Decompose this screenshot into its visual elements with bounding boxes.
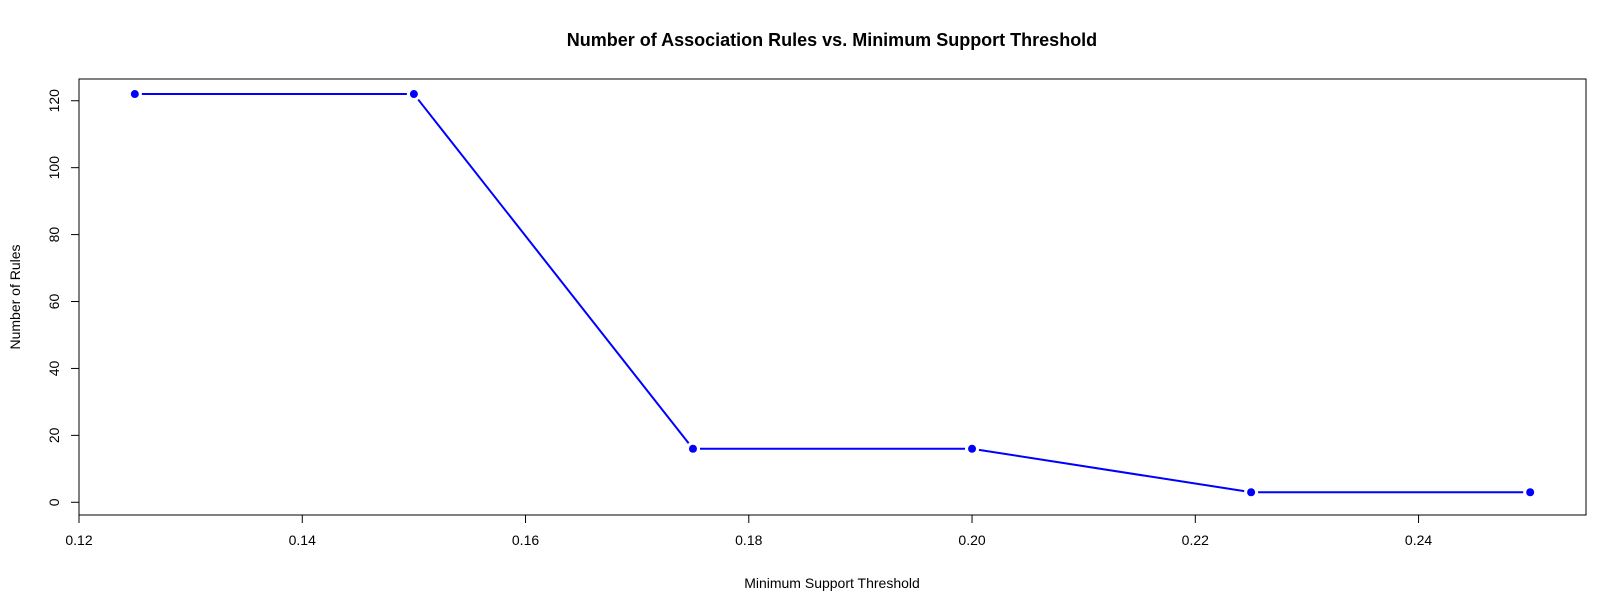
data-point bbox=[968, 444, 977, 453]
y-tick-label: 100 bbox=[46, 156, 62, 180]
x-tick-label: 0.12 bbox=[65, 532, 92, 548]
data-point bbox=[409, 90, 418, 99]
data-point bbox=[1526, 488, 1535, 497]
data-point bbox=[1247, 488, 1256, 497]
y-tick-label: 0 bbox=[46, 498, 62, 506]
series-line-segment bbox=[417, 98, 690, 444]
x-axis-title: Minimum Support Threshold bbox=[744, 575, 920, 591]
series-0 bbox=[130, 90, 1535, 497]
x-tick-label: 0.16 bbox=[512, 532, 539, 548]
data-point bbox=[130, 90, 139, 99]
y-tick-label: 120 bbox=[46, 89, 62, 113]
x-tick-label: 0.18 bbox=[735, 532, 762, 548]
x-tick-label: 0.22 bbox=[1182, 532, 1209, 548]
series-layer bbox=[130, 90, 1535, 497]
y-axis: 0 20 40 60 80 100 120 bbox=[46, 89, 80, 506]
y-tick-label: 80 bbox=[46, 227, 62, 243]
y-tick-label: 20 bbox=[46, 427, 62, 443]
y-tick-label: 60 bbox=[46, 294, 62, 310]
series-line-segment bbox=[978, 448, 1245, 493]
x-axis: 0.12 0.14 0.16 0.18 0.20 0.22 0.24 bbox=[65, 514, 1432, 548]
x-tick-label: 0.24 bbox=[1405, 532, 1432, 548]
chart-title: Number of Association Rules vs. Minimum … bbox=[567, 30, 1097, 50]
data-point bbox=[688, 444, 697, 453]
x-tick-label: 0.14 bbox=[289, 532, 316, 548]
y-axis-title: Number of Rules bbox=[7, 244, 23, 349]
x-tick-label: 0.20 bbox=[958, 532, 985, 548]
y-tick-label: 40 bbox=[46, 360, 62, 376]
